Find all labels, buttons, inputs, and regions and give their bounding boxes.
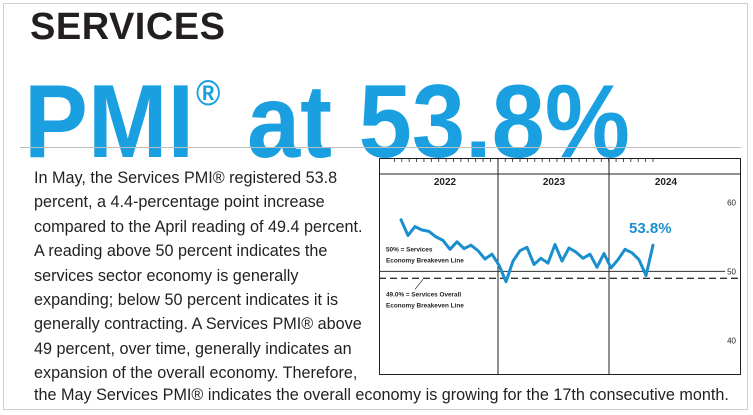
header-divider (20, 147, 741, 148)
pmi-line-chart: 2022 2023 2024 60 50 40 50% = Services Economy … (379, 158, 741, 375)
y-tick-label-60: 60 (727, 198, 736, 207)
infographic-frame (3, 3, 748, 410)
body-paragraph: In May, the Services PMI® registered 53.… (34, 166, 364, 386)
headline-kicker: SERVICES (30, 6, 226, 48)
chart-border (379, 158, 741, 375)
overall-breakeven-label: 49.0% = Services Overall Economy Breakeve… (386, 291, 464, 309)
headline: PMI® at 53.8% (24, 38, 630, 177)
y-tick-label-40: 40 (727, 336, 736, 345)
headline-pmi: PMI (24, 64, 195, 180)
services-breakeven-label: 50% = Services Economy Breakeven Line (386, 246, 464, 264)
year-label-2023: 2023 (543, 177, 566, 188)
body-paragraph-text: In May, the Services PMI® registered 53.… (34, 169, 363, 383)
year-label-2022: 2022 (434, 177, 457, 188)
services-pmi-series-line (399, 218, 655, 284)
body-last-line: the May Services PMI® indicates the over… (34, 386, 729, 404)
label-leader-line (414, 279, 424, 290)
year-label-2024: 2024 (655, 177, 678, 188)
latest-value-annotation: 53.8% (629, 220, 672, 237)
y-tick-label-50: 50 (727, 267, 736, 276)
registered-mark: ® (195, 72, 221, 113)
